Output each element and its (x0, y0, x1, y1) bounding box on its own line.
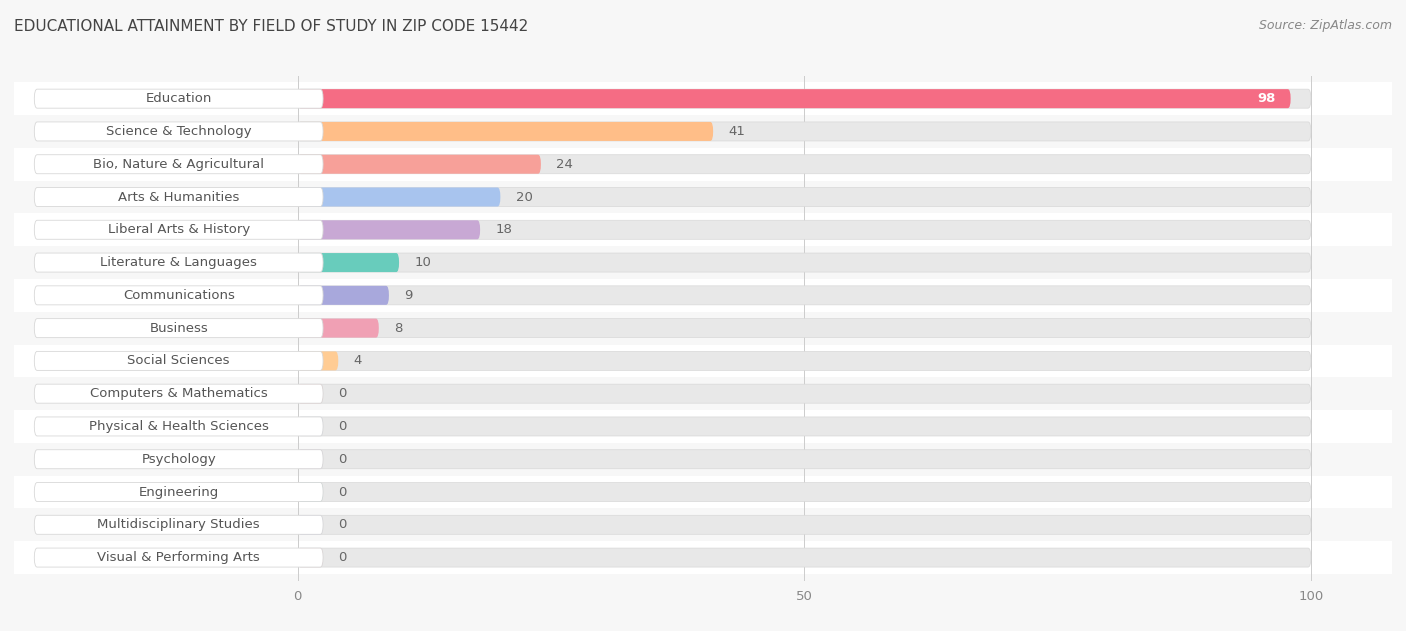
FancyBboxPatch shape (298, 450, 1310, 469)
FancyBboxPatch shape (34, 450, 323, 469)
Text: Visual & Performing Arts: Visual & Performing Arts (97, 551, 260, 564)
FancyBboxPatch shape (298, 220, 1310, 239)
Bar (14, 541, 1392, 574)
FancyBboxPatch shape (34, 548, 323, 567)
Text: Multidisciplinary Studies: Multidisciplinary Studies (97, 518, 260, 531)
FancyBboxPatch shape (298, 220, 479, 239)
Text: 24: 24 (557, 158, 574, 171)
Bar (14, 180, 1392, 213)
Text: Liberal Arts & History: Liberal Arts & History (108, 223, 250, 236)
FancyBboxPatch shape (298, 516, 323, 534)
FancyBboxPatch shape (298, 155, 1310, 174)
Text: Psychology: Psychology (142, 452, 217, 466)
FancyBboxPatch shape (34, 319, 323, 338)
FancyBboxPatch shape (298, 548, 1310, 567)
Text: 9: 9 (404, 289, 412, 302)
Text: 0: 0 (339, 452, 347, 466)
Text: Physical & Health Sciences: Physical & Health Sciences (89, 420, 269, 433)
FancyBboxPatch shape (298, 319, 378, 338)
FancyBboxPatch shape (34, 253, 323, 272)
Text: Social Sciences: Social Sciences (128, 355, 231, 367)
Text: Literature & Languages: Literature & Languages (100, 256, 257, 269)
Bar (14, 312, 1392, 345)
Text: 98: 98 (1257, 92, 1275, 105)
FancyBboxPatch shape (34, 384, 323, 403)
FancyBboxPatch shape (298, 187, 1310, 206)
Text: Business: Business (149, 322, 208, 334)
FancyBboxPatch shape (298, 384, 323, 403)
Text: Source: ZipAtlas.com: Source: ZipAtlas.com (1258, 19, 1392, 32)
Bar (14, 345, 1392, 377)
Bar (14, 246, 1392, 279)
FancyBboxPatch shape (298, 286, 389, 305)
FancyBboxPatch shape (34, 187, 323, 206)
FancyBboxPatch shape (298, 155, 541, 174)
Bar (14, 115, 1392, 148)
FancyBboxPatch shape (298, 351, 339, 370)
Bar (14, 148, 1392, 180)
Bar (14, 82, 1392, 115)
Text: Education: Education (145, 92, 212, 105)
FancyBboxPatch shape (34, 417, 323, 436)
FancyBboxPatch shape (298, 548, 323, 567)
FancyBboxPatch shape (298, 319, 1310, 338)
Text: Communications: Communications (122, 289, 235, 302)
Text: 10: 10 (415, 256, 432, 269)
FancyBboxPatch shape (298, 286, 1310, 305)
Text: 8: 8 (394, 322, 402, 334)
FancyBboxPatch shape (298, 450, 323, 469)
FancyBboxPatch shape (34, 286, 323, 305)
FancyBboxPatch shape (298, 417, 323, 436)
FancyBboxPatch shape (298, 384, 1310, 403)
Bar (14, 377, 1392, 410)
Text: 20: 20 (516, 191, 533, 204)
FancyBboxPatch shape (34, 89, 323, 108)
Text: 0: 0 (339, 551, 347, 564)
FancyBboxPatch shape (34, 220, 323, 239)
FancyBboxPatch shape (298, 122, 1310, 141)
FancyBboxPatch shape (298, 483, 323, 502)
Bar (14, 279, 1392, 312)
Bar (14, 410, 1392, 443)
FancyBboxPatch shape (34, 516, 323, 534)
FancyBboxPatch shape (298, 253, 1310, 272)
FancyBboxPatch shape (34, 483, 323, 502)
Text: 0: 0 (339, 420, 347, 433)
FancyBboxPatch shape (298, 253, 399, 272)
FancyBboxPatch shape (298, 417, 1310, 436)
Bar (14, 213, 1392, 246)
FancyBboxPatch shape (298, 483, 1310, 502)
FancyBboxPatch shape (298, 516, 1310, 534)
Text: 41: 41 (728, 125, 745, 138)
Text: Engineering: Engineering (139, 485, 219, 498)
FancyBboxPatch shape (34, 155, 323, 174)
FancyBboxPatch shape (298, 89, 1310, 108)
Text: 18: 18 (495, 223, 512, 236)
Text: 0: 0 (339, 518, 347, 531)
FancyBboxPatch shape (298, 351, 1310, 370)
FancyBboxPatch shape (34, 351, 323, 370)
Bar (14, 443, 1392, 476)
Text: Arts & Humanities: Arts & Humanities (118, 191, 239, 204)
Text: Computers & Mathematics: Computers & Mathematics (90, 387, 267, 400)
Text: 0: 0 (339, 387, 347, 400)
Text: Science & Technology: Science & Technology (105, 125, 252, 138)
Text: Bio, Nature & Agricultural: Bio, Nature & Agricultural (93, 158, 264, 171)
Text: EDUCATIONAL ATTAINMENT BY FIELD OF STUDY IN ZIP CODE 15442: EDUCATIONAL ATTAINMENT BY FIELD OF STUDY… (14, 19, 529, 34)
FancyBboxPatch shape (298, 89, 1291, 108)
FancyBboxPatch shape (298, 187, 501, 206)
Bar (14, 509, 1392, 541)
Bar (14, 476, 1392, 509)
FancyBboxPatch shape (298, 122, 713, 141)
Text: 4: 4 (353, 355, 361, 367)
Text: 0: 0 (339, 485, 347, 498)
FancyBboxPatch shape (34, 122, 323, 141)
